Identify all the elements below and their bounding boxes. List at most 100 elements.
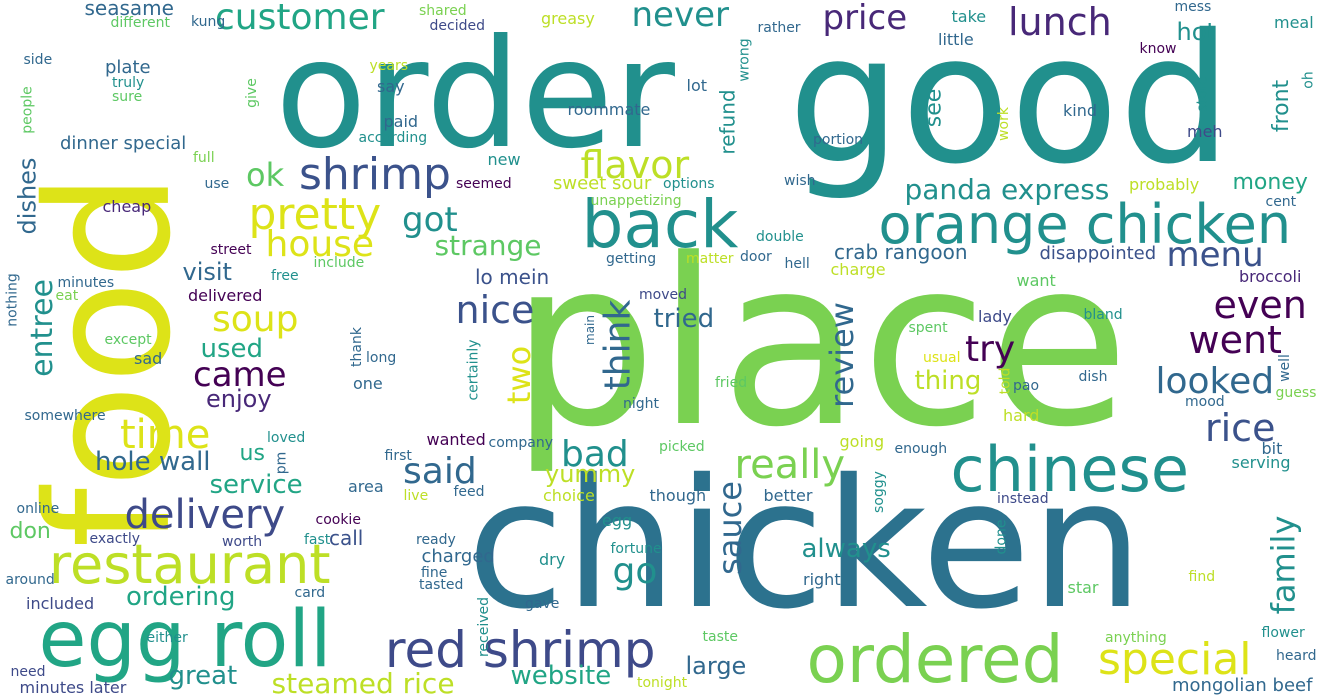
word-ok: ok bbox=[246, 156, 285, 194]
word-wish: wish bbox=[784, 173, 816, 189]
word-done: done bbox=[992, 519, 1009, 555]
word-egg-roll: egg roll bbox=[38, 595, 332, 685]
word-company: company bbox=[488, 435, 554, 451]
word-ordered: ordered bbox=[806, 621, 1064, 698]
word-review: review bbox=[822, 302, 861, 408]
word-according: according bbox=[358, 130, 428, 146]
word-lo-mein: lo mein bbox=[475, 265, 550, 289]
word-use: use bbox=[204, 176, 230, 192]
word-little: little bbox=[938, 30, 974, 49]
word-online: online bbox=[16, 501, 60, 517]
word-soggy: soggy bbox=[870, 471, 887, 513]
word-kind: kind bbox=[1063, 101, 1098, 120]
word-menu: menu bbox=[1166, 235, 1264, 275]
word-somewhere: somewhere bbox=[24, 408, 106, 424]
word-great: great bbox=[168, 661, 238, 691]
word-us: us bbox=[239, 441, 265, 466]
word-hard: hard bbox=[1003, 406, 1040, 425]
word-oh: oh bbox=[1300, 71, 1317, 89]
word-night: night bbox=[623, 396, 660, 412]
word-tasted: tasted bbox=[419, 577, 464, 593]
word-website: website bbox=[510, 661, 612, 691]
word-certainly: certainly bbox=[465, 339, 482, 401]
word-card: card bbox=[294, 585, 326, 601]
word-nice: nice bbox=[455, 288, 535, 332]
word-orange-chicken: orange chicken bbox=[878, 193, 1292, 256]
word-unappetizing: unappetizing bbox=[590, 193, 682, 209]
word-broccoli: broccoli bbox=[1239, 267, 1302, 286]
word-two: two bbox=[500, 345, 539, 405]
word-even: even bbox=[1213, 283, 1307, 327]
word-sweet-sour: sweet sour bbox=[553, 173, 652, 194]
word-serving: serving bbox=[1231, 453, 1291, 472]
word-delivered: delivered bbox=[188, 286, 263, 305]
word-customer: customer bbox=[215, 0, 385, 38]
word-price: price bbox=[822, 0, 908, 38]
word-give: give bbox=[243, 78, 260, 108]
word-sure: sure bbox=[112, 89, 143, 105]
word-strange: strange bbox=[434, 229, 542, 262]
word-mess: mess bbox=[1174, 0, 1212, 15]
word-different: different bbox=[110, 15, 170, 31]
word-time: time bbox=[120, 412, 211, 458]
word-choice: choice bbox=[543, 486, 595, 505]
word-went: went bbox=[1188, 318, 1282, 362]
word-worth: worth bbox=[222, 534, 263, 550]
word-mongolian-beef: mongolian beef bbox=[1172, 675, 1313, 696]
word-main: main bbox=[582, 315, 597, 345]
word-roommate: roommate bbox=[567, 100, 651, 119]
word-soup: soup bbox=[212, 299, 299, 340]
word-pretty: pretty bbox=[248, 189, 382, 240]
word-mood: mood bbox=[1185, 394, 1225, 410]
word-said: said bbox=[403, 451, 477, 492]
word-refund: refund bbox=[715, 89, 740, 155]
word-moved: moved bbox=[639, 287, 687, 303]
word-go: go bbox=[612, 551, 658, 592]
word-shared: shared bbox=[419, 3, 467, 19]
word-years: years bbox=[369, 58, 409, 74]
word-nothing: nothing bbox=[4, 273, 21, 327]
word-taste: taste bbox=[702, 629, 738, 645]
word-first: first bbox=[384, 448, 412, 464]
word-around: around bbox=[5, 572, 55, 588]
word-charge: charge bbox=[830, 260, 886, 279]
word-thank: thank bbox=[348, 327, 365, 367]
word-hot: hot bbox=[1176, 18, 1216, 46]
word-greasy: greasy bbox=[541, 9, 595, 28]
word-rather: rather bbox=[757, 20, 801, 36]
word-right: right bbox=[803, 570, 841, 589]
word-try: try bbox=[965, 329, 1016, 370]
word-usual: usual bbox=[923, 350, 961, 366]
word-door: door bbox=[740, 249, 772, 265]
word-tried: tried bbox=[653, 304, 715, 334]
word-always: always bbox=[801, 534, 891, 564]
word-told: told bbox=[996, 367, 1013, 395]
word-money: money bbox=[1232, 170, 1308, 195]
word-want: want bbox=[1016, 271, 1056, 290]
word-long: long bbox=[366, 350, 397, 366]
word-tonight: tonight bbox=[637, 675, 688, 691]
word-sauce: sauce bbox=[710, 481, 749, 575]
word-good: good bbox=[788, 0, 1232, 203]
word-area: area bbox=[348, 477, 384, 496]
word-ordering: ordering bbox=[126, 582, 236, 612]
word-cookie: cookie bbox=[315, 512, 361, 528]
word-lunch: lunch bbox=[1008, 0, 1112, 44]
word-think: think bbox=[596, 299, 638, 391]
word-entree: entree bbox=[24, 279, 60, 377]
word-enough: enough bbox=[894, 441, 948, 457]
word-lady: lady bbox=[978, 307, 1012, 326]
word-going: going bbox=[839, 432, 885, 451]
word-bad: bad bbox=[561, 434, 629, 475]
word-say: say bbox=[377, 77, 405, 96]
word-eat: eat bbox=[55, 288, 79, 304]
word-meal: meal bbox=[1274, 13, 1314, 32]
word-need: need bbox=[10, 664, 46, 680]
word-except: except bbox=[104, 332, 152, 348]
word-picked: picked bbox=[659, 439, 705, 455]
word-flower: flower bbox=[1261, 625, 1305, 641]
word-dry: dry bbox=[539, 550, 566, 569]
word-fast: fast bbox=[304, 532, 331, 548]
word-matter: matter bbox=[686, 251, 734, 267]
